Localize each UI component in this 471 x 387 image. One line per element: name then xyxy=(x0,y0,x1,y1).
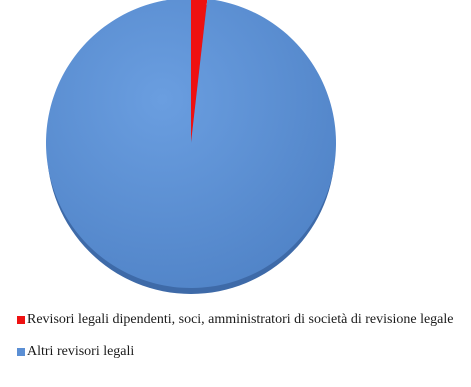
pie-slice-altri-revisori xyxy=(46,0,336,288)
legend-swatch-blue xyxy=(17,348,25,356)
legend-label: Revisori legali dipendenti, soci, ammini… xyxy=(27,312,454,327)
legend-item-revisori-dipendenti: Revisori legali dipendenti, soci, ammini… xyxy=(17,311,457,329)
pie-chart xyxy=(46,0,336,294)
pie-slices xyxy=(46,0,336,288)
legend-label: Altri revisori legali xyxy=(27,344,135,359)
legend-item-altri-revisori: Altri revisori legali xyxy=(17,343,457,361)
legend-swatch-red xyxy=(17,316,25,324)
pie-slice-revisori-dipendenti xyxy=(191,0,208,143)
legend: Revisori legali dipendenti, soci, ammini… xyxy=(17,311,457,375)
